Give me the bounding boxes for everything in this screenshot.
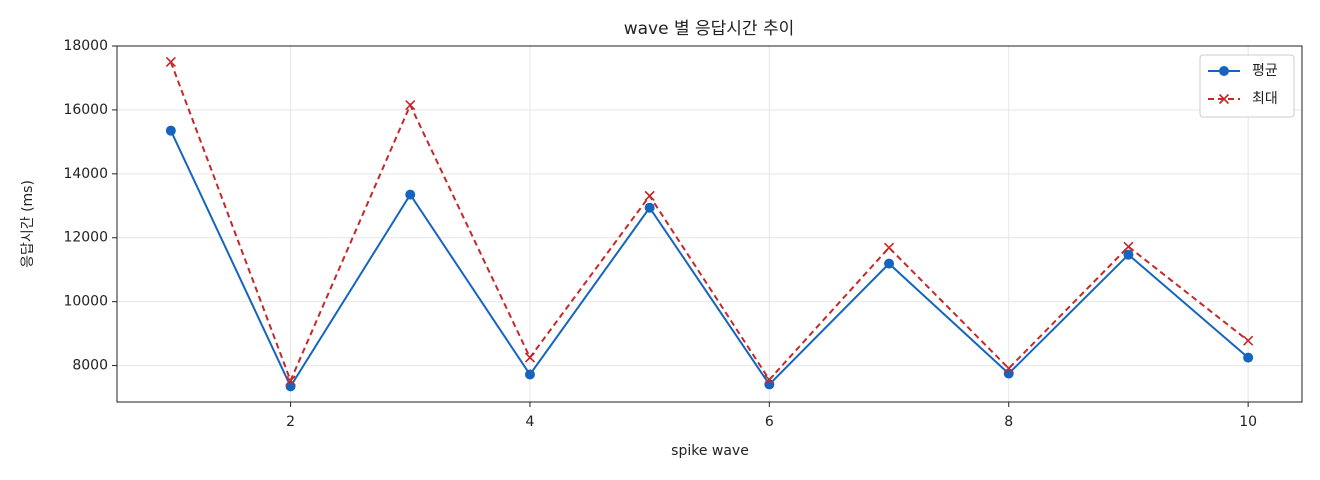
plot-frame [116,45,1303,403]
legend-box [1199,54,1295,118]
marker [1123,249,1134,260]
x-tick-label: 4 [525,414,534,430]
x-tick-label: 8 [1004,414,1013,430]
marker-shape [285,375,296,386]
marker [1243,352,1254,363]
y-tick-label: 12000 [63,230,108,246]
y-tick-label: 16000 [63,102,108,118]
marker [644,190,655,201]
marker-shape [1003,363,1014,374]
marker [285,375,296,386]
marker [1003,363,1014,374]
x-tick-label: 2 [286,414,295,430]
marker-shape [644,190,655,201]
series-line [169,130,1249,389]
marker [1219,66,1229,76]
marker [764,374,775,385]
marker [1243,335,1254,346]
x-tick-label: 10 [1239,414,1257,430]
marker-shape [883,242,895,253]
marker-shape [165,56,176,68]
y-tick-label: 14000 [63,166,108,182]
x-axis-label: spike wave [671,443,749,459]
x-tick-label: 6 [765,414,774,430]
chart-title: wave 별 응답시간 추이 [624,19,795,39]
marker [884,258,895,269]
marker [405,189,416,200]
y-tick-label: 8000 [72,358,108,374]
marker-shape [1123,241,1134,252]
y-tick-label: 18000 [63,38,108,54]
series-line [169,61,1249,384]
marker [524,369,535,380]
legend-label: 최대 [1252,91,1278,107]
marker-shape [1218,93,1230,105]
marker [165,56,176,68]
marker [883,242,895,253]
marker [1218,93,1230,105]
marker-shape [1243,335,1254,346]
marker [644,202,655,213]
marker-shape [405,100,416,111]
legend-label: 평균 [1252,63,1278,79]
marker [524,352,536,363]
marker [1003,368,1014,379]
marker-shape [524,352,536,363]
y-tick-label: 10000 [63,294,108,310]
y-axis-label: 응답시간 (ms) [20,180,36,268]
marker-shape [764,374,775,385]
marker [165,125,176,136]
marker [1123,241,1134,252]
marker [405,100,416,111]
